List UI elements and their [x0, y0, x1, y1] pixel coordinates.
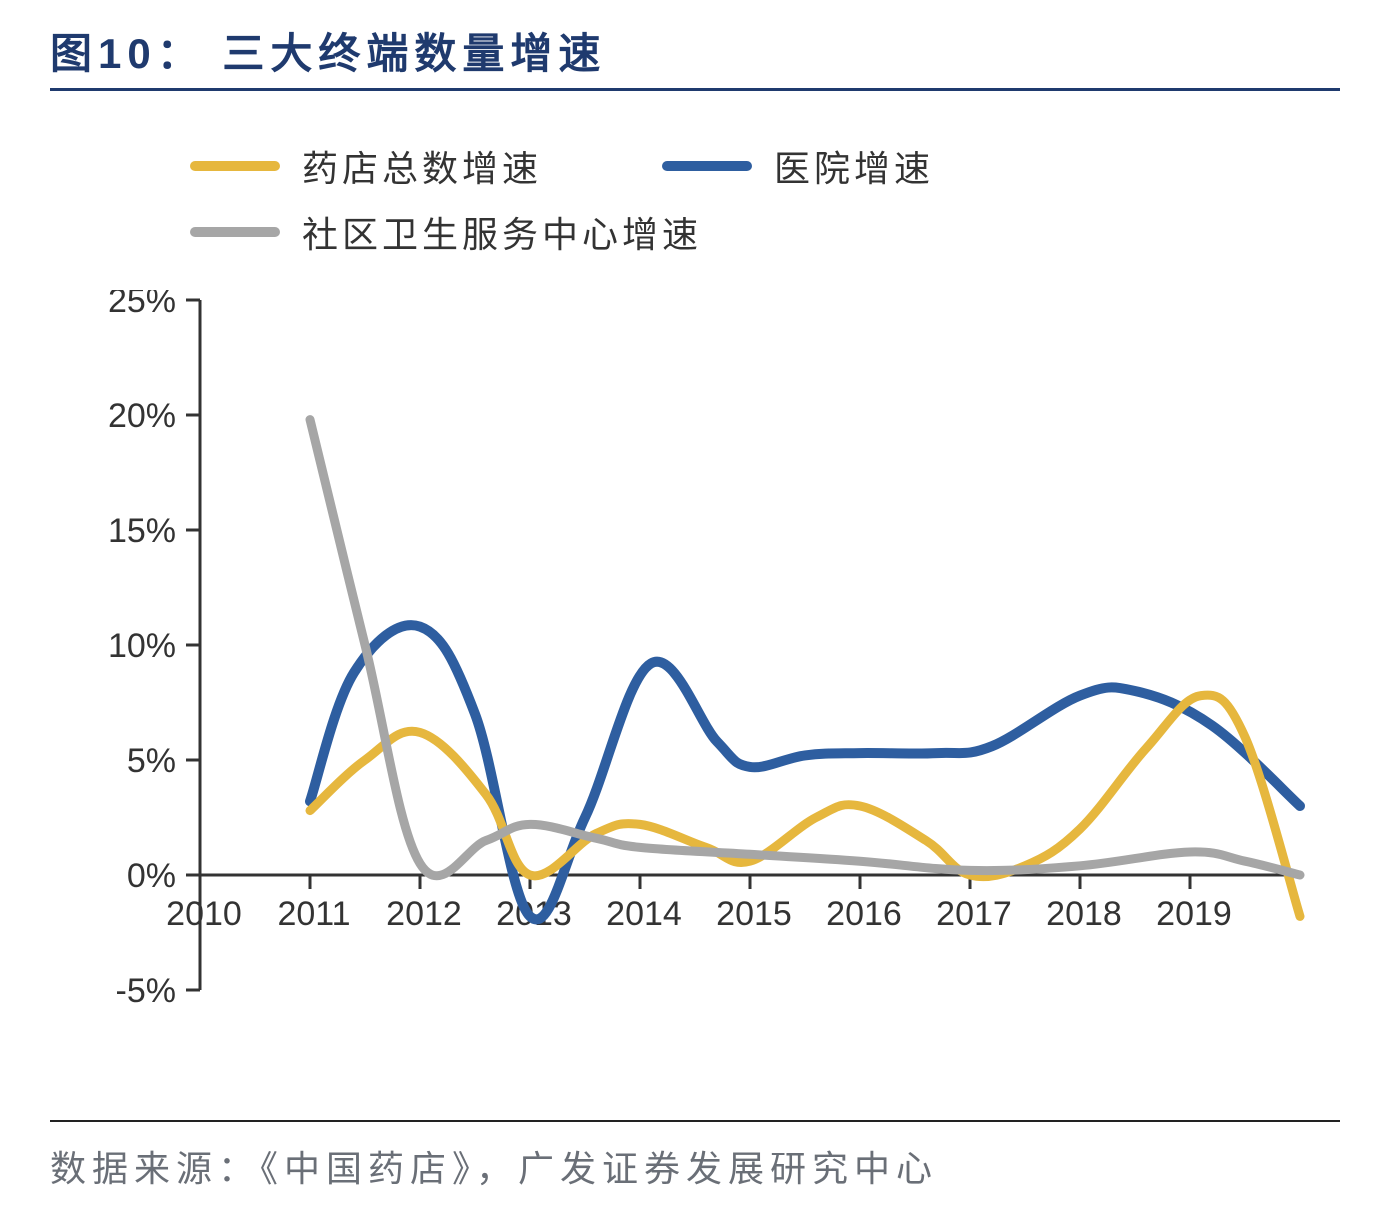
chart-title-text: 三大终端数量增速: [222, 30, 606, 77]
svg-text:2010: 2010: [166, 895, 242, 933]
svg-text:2014: 2014: [606, 895, 682, 933]
series-community: [310, 420, 1300, 876]
chart-plot: -5%0%5%10%15%20%25%201020112012201320142…: [60, 290, 1320, 1070]
legend-row-0: 药店总数增速 医院增速: [190, 140, 1280, 192]
svg-text:5%: 5%: [127, 742, 176, 780]
footer-rule: [50, 1120, 1340, 1122]
svg-text:25%: 25%: [108, 290, 176, 320]
chart-legend: 药店总数增速 医院增速 社区卫生服务中心增速: [190, 140, 1280, 272]
svg-text:2019: 2019: [1156, 895, 1232, 933]
svg-text:0%: 0%: [127, 857, 176, 895]
svg-text:2012: 2012: [386, 895, 462, 933]
figure-container: 图10： 三大终端数量增速 药店总数增速 医院增速 社区卫生服务中心增速 -5%…: [0, 0, 1380, 1228]
svg-text:2015: 2015: [716, 895, 792, 933]
svg-text:2016: 2016: [826, 895, 902, 933]
chart-title-prefix: 图10：: [50, 30, 205, 77]
legend-swatch-pharmacy: [190, 161, 280, 171]
legend-label-pharmacy: 药店总数增速: [302, 140, 542, 192]
svg-text:2011: 2011: [277, 895, 350, 933]
legend-label-community: 社区卫生服务中心增速: [302, 206, 702, 258]
legend-item-pharmacy: 药店总数增速: [190, 140, 542, 192]
svg-text:15%: 15%: [108, 512, 176, 550]
svg-text:2017: 2017: [936, 895, 1012, 933]
legend-row-1: 社区卫生服务中心增速: [190, 206, 1280, 258]
legend-label-hospital: 医院增速: [774, 140, 934, 192]
svg-text:-5%: -5%: [116, 972, 176, 1010]
legend-item-hospital: 医院增速: [662, 140, 934, 192]
svg-text:20%: 20%: [108, 397, 176, 435]
legend-swatch-hospital: [662, 161, 752, 171]
legend-item-community: 社区卫生服务中心增速: [190, 206, 702, 258]
legend-swatch-community: [190, 227, 280, 237]
series-pharmacy: [310, 695, 1300, 916]
chart-title: 图10： 三大终端数量增速: [50, 20, 1330, 81]
svg-text:2018: 2018: [1046, 895, 1122, 933]
footer-source: 数据来源：《中国药店》，广发证券发展研究中心: [50, 1140, 938, 1192]
svg-text:10%: 10%: [108, 627, 176, 665]
title-underline: [50, 88, 1340, 91]
